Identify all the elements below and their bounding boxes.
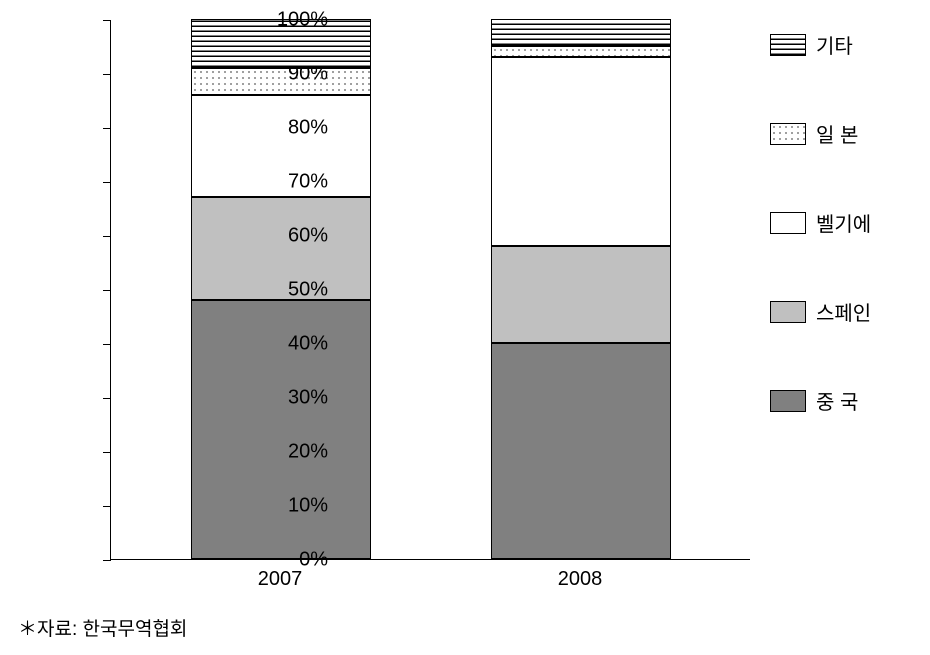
legend-swatch xyxy=(770,123,806,145)
x-axis-label: 2008 xyxy=(558,568,603,591)
legend-item-other: 기타 xyxy=(770,30,920,59)
y-axis-label: 60% xyxy=(258,225,328,248)
legend-item-belgium: 벨기에 xyxy=(770,208,920,237)
bar-segment-spain xyxy=(491,246,671,343)
y-axis-label: 80% xyxy=(258,117,328,140)
y-tick xyxy=(103,128,111,130)
legend-label: 기타 xyxy=(816,30,853,59)
y-axis-label: 100% xyxy=(258,9,328,32)
y-tick xyxy=(103,236,111,238)
y-axis-label: 20% xyxy=(258,441,328,464)
y-tick xyxy=(103,560,111,562)
legend-swatch xyxy=(770,34,806,56)
bar-segment-belgium xyxy=(491,57,671,246)
legend-swatch xyxy=(770,390,806,412)
y-axis-label: 90% xyxy=(258,63,328,86)
y-axis-label: 70% xyxy=(258,171,328,194)
legend-swatch xyxy=(770,301,806,323)
legend-item-china: 중 국 xyxy=(770,386,920,415)
bar-group xyxy=(491,19,671,559)
legend-label: 일 본 xyxy=(816,119,858,148)
y-tick xyxy=(103,20,111,22)
y-tick xyxy=(103,182,111,184)
y-tick xyxy=(103,74,111,76)
y-tick xyxy=(103,452,111,454)
source-note: ＊자료: 한국무역협회 xyxy=(18,614,187,641)
bar-segment-japan xyxy=(491,46,671,57)
y-tick xyxy=(103,344,111,346)
y-axis-label: 50% xyxy=(258,279,328,302)
legend-label: 스페인 xyxy=(816,297,871,326)
legend-label: 중 국 xyxy=(816,386,858,415)
plot-area xyxy=(110,20,750,560)
chart-container: 기타일 본벨기에스페인중 국 0%10%20%30%40%50%60%70%80… xyxy=(30,20,900,600)
y-tick xyxy=(103,506,111,508)
bar-segment-china xyxy=(491,343,671,559)
y-tick xyxy=(103,398,111,400)
legend-label: 벨기에 xyxy=(816,208,871,237)
bar-segment-other xyxy=(491,19,671,46)
y-axis-label: 10% xyxy=(258,495,328,518)
y-axis-label: 40% xyxy=(258,333,328,356)
legend-swatch xyxy=(770,212,806,234)
y-axis-label: 30% xyxy=(258,387,328,410)
x-axis-label: 2007 xyxy=(258,568,303,591)
legend-item-spain: 스페인 xyxy=(770,297,920,326)
legend-item-japan: 일 본 xyxy=(770,119,920,148)
y-tick xyxy=(103,290,111,292)
legend: 기타일 본벨기에스페인중 국 xyxy=(770,30,920,475)
